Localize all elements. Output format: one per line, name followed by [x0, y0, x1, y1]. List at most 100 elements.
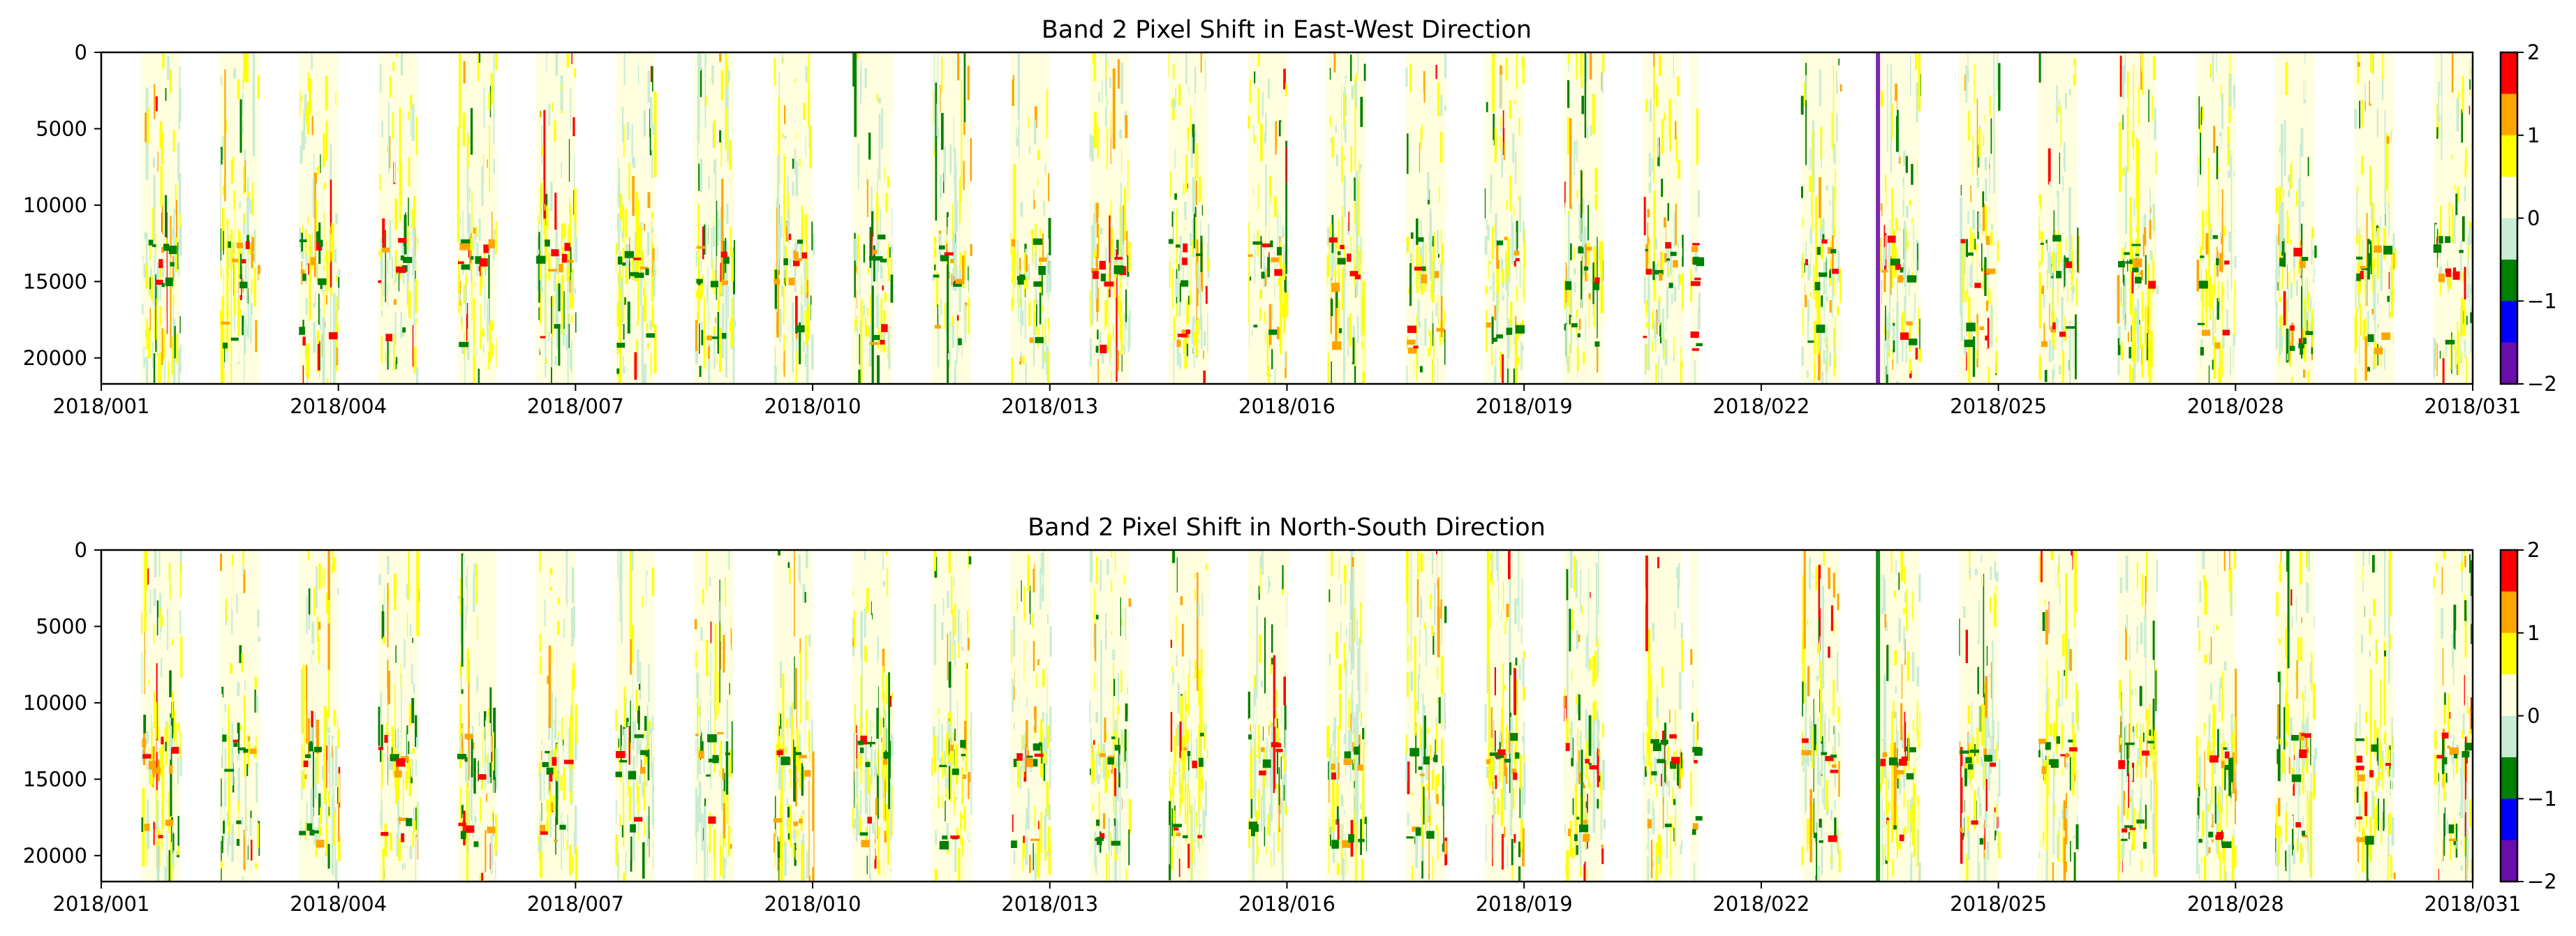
ew-streak [939, 54, 941, 75]
ew-streak [2359, 235, 2361, 267]
ew-streak [1044, 68, 1046, 105]
ew-streak [2464, 341, 2466, 359]
ew-streak [478, 266, 481, 276]
ew-blotch [723, 256, 730, 264]
ew-streak [2228, 267, 2230, 283]
ew-streak [939, 174, 942, 198]
ew-streak [1837, 170, 1839, 178]
ew-streak [233, 190, 235, 315]
ew-streak [700, 238, 702, 272]
ew-streak [2301, 223, 2303, 359]
ew-streak [561, 223, 564, 334]
ew-streak [2356, 192, 2357, 228]
ew-streak [878, 97, 881, 104]
ew-streak [390, 265, 392, 283]
ew-streak [794, 148, 797, 174]
ew-streak [154, 248, 158, 262]
ew-streak [1655, 363, 1657, 384]
ew-streak [810, 195, 813, 328]
ew-blotch [1673, 260, 1678, 268]
ew-streak [2132, 369, 2134, 384]
ew-streak [1120, 316, 1123, 355]
ew-streak [1018, 119, 1020, 158]
ew-streak [176, 200, 178, 238]
ew-streak [804, 283, 806, 309]
ew-streak [2460, 279, 2462, 364]
ew-streak [1487, 194, 1490, 254]
ew-streak [1659, 54, 1661, 77]
ew-streak [1649, 239, 1650, 269]
ew-streak [1170, 320, 1173, 347]
ew-blotch [2065, 258, 2069, 262]
ew-streak [482, 52, 484, 67]
ew-streak [790, 255, 793, 262]
ns-streak [153, 691, 156, 729]
ew-streak [567, 253, 568, 262]
ew-streak [967, 66, 970, 101]
ew-streak [2444, 52, 2446, 66]
ew-streak [1174, 207, 1176, 218]
ew-streak [970, 193, 972, 214]
ew-streak [2220, 234, 2223, 244]
ew-streak [2293, 246, 2296, 269]
ns-streak [230, 663, 232, 674]
ew-streak [1812, 130, 1813, 232]
ew-streak [1916, 283, 1918, 374]
ew-streak [538, 188, 539, 213]
ew-streak [1571, 250, 1574, 268]
ew-streak [617, 353, 620, 370]
ew-streak [1204, 150, 1206, 163]
ew-streak [1819, 276, 1821, 315]
ew-blotch [165, 277, 173, 287]
ew-streak [2131, 271, 2134, 294]
ew-streak [1995, 350, 1998, 373]
ew-streak [1438, 318, 1439, 324]
ew-streak [2457, 330, 2460, 352]
ew-streak [2233, 89, 2235, 110]
ew-streak [1840, 84, 1842, 92]
ew-streak [239, 346, 241, 354]
ew-streak [539, 262, 542, 281]
ew-streak [1178, 299, 1181, 317]
ns-streak [409, 623, 412, 637]
ew-blotch [1585, 246, 1592, 251]
ew-streak [852, 170, 856, 212]
ew-streak [1120, 210, 1123, 277]
ew-streak [2152, 56, 2156, 80]
ew-streak [387, 146, 389, 154]
ew-streak [163, 329, 165, 359]
ew-streak [954, 360, 956, 384]
ew-streak [934, 264, 936, 271]
ew-streak [1120, 283, 1122, 289]
ew-streak [796, 52, 797, 88]
ew-blotch [2059, 332, 2066, 337]
ew-streak [618, 230, 621, 251]
ew-streak [1496, 370, 1498, 384]
ns-streak [240, 734, 244, 771]
ew-streak [479, 258, 482, 296]
ew-streak [1909, 322, 1911, 352]
ew-streak [873, 245, 875, 282]
ew-streak [2443, 351, 2445, 365]
ew-blotch [869, 255, 876, 261]
ew-streak [1990, 262, 1992, 292]
ew-streak [716, 200, 718, 300]
ew-blotch [232, 258, 239, 262]
ew-streak [152, 207, 154, 241]
ns-streak [142, 733, 146, 766]
ew-streak [715, 159, 717, 200]
ew-streak [2295, 77, 2297, 82]
ns-streak [141, 817, 144, 832]
ns-streak [320, 694, 322, 710]
ew-streak [2469, 52, 2471, 80]
ew-streak [1837, 250, 1840, 283]
ew-streak [1046, 329, 1049, 346]
ew-streak [1204, 59, 1206, 92]
ew-streak [1037, 185, 1039, 327]
ew-streak [1042, 232, 1044, 259]
ew-streak [1278, 120, 1282, 137]
ns-streak [332, 738, 335, 750]
ew-streak [875, 281, 878, 296]
ew-streak [719, 218, 722, 241]
ew-streak [459, 281, 462, 306]
